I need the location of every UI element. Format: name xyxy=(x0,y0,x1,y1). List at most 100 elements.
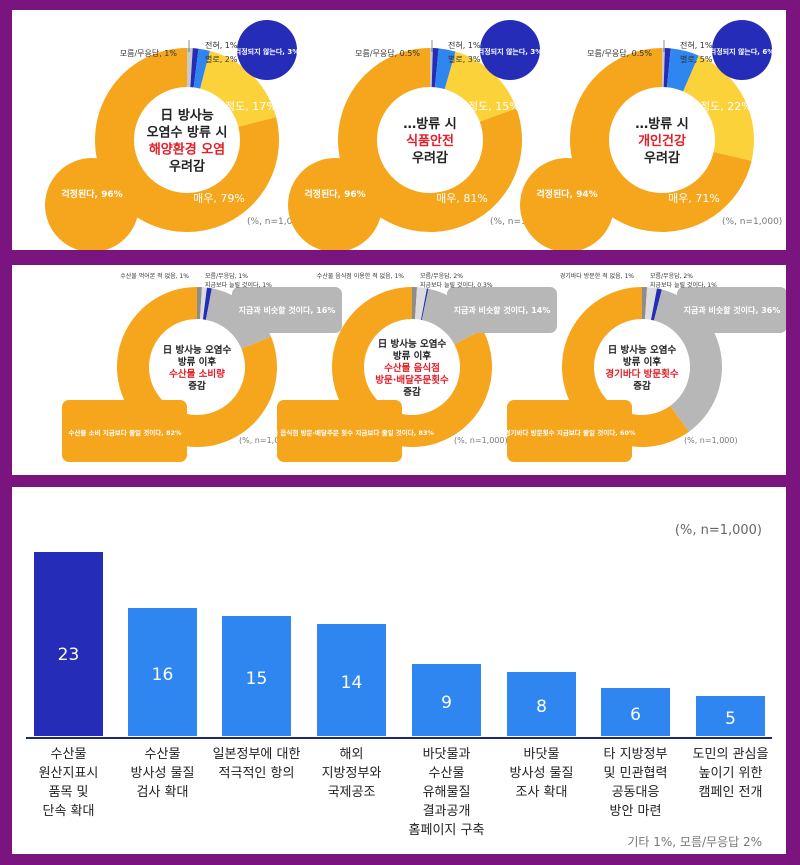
orange-callout-3 xyxy=(62,400,187,462)
center-title-4-4: 증감 xyxy=(403,386,421,398)
center-title-1-2: 우려감 xyxy=(412,150,448,166)
chart-note-3: (%, n=1,000) xyxy=(239,436,293,445)
big-bubble-text-0: 걱정된다, 96% xyxy=(61,188,122,200)
pie-slice-1-s0 xyxy=(337,48,522,233)
policy-bar-chart: 23 16 15 14 9 8 6 5 xyxy=(26,552,772,739)
center-title-0-2: 해양환경 오염 xyxy=(149,142,225,158)
pie-slice-5-more xyxy=(650,288,662,321)
bar-7 xyxy=(696,696,765,736)
pie-slice-1-s3 xyxy=(431,48,439,88)
orange-callout-text-3: 수산물 소비 지금보다 줄일 것이다, 82% xyxy=(68,428,182,437)
pie-slice-2-s0 xyxy=(570,48,752,232)
pie-slice-3-none xyxy=(197,287,202,320)
slice-label-some-1: 어느 정도, 15% xyxy=(444,100,519,113)
pie-slice-0-s4 xyxy=(187,48,193,88)
small-label-b-5: 모름/무응답, 2% xyxy=(650,273,693,280)
center-title-2-1: 개인건강 xyxy=(638,133,686,149)
pie-slice-2-s1 xyxy=(683,55,754,161)
pie-slice-0-s1 xyxy=(200,50,277,127)
gray-callout-3 xyxy=(232,287,342,333)
center-title-1-1: 식품안전 xyxy=(406,133,454,149)
pie-slice-4-more xyxy=(420,288,429,321)
center-title-1-0: …방류 시 xyxy=(403,116,456,132)
chart-note-1: (%, n=1,000) xyxy=(490,217,550,227)
bar-value-0: 23 xyxy=(58,645,80,665)
not-worried-text-1: 걱정되지 않는다, 3% xyxy=(478,47,543,56)
bar-category-label-0: 수산물 원산지표시 품목 및 단속 확대 xyxy=(38,747,99,819)
bar-value-5: 8 xyxy=(536,697,547,717)
small-label-a-5: 경기바다 방문한 적 없음, 1% xyxy=(560,272,635,280)
gray-callout-text-3: 지금과 비슷할 것이다, 16% xyxy=(239,305,336,315)
big-bubble-text-2: 걱정된다, 94% xyxy=(536,188,597,200)
bar-value-1: 16 xyxy=(152,665,174,685)
bar-value-3: 14 xyxy=(341,673,363,693)
center-title-4-3: 방문·배달주문횟수 xyxy=(375,374,449,386)
orange-callout-text-4: 수산물 취급 음식점 방문·배달주문 횟수 지금보다 줄일 것이다, 83% xyxy=(246,428,435,437)
center-title-5-2: 경기바다 방문횟수 xyxy=(605,368,678,380)
gray-callout-5 xyxy=(677,287,787,333)
pie-slice-0-s3 xyxy=(190,48,199,88)
chart-note-0: (%, n=1,000) xyxy=(247,217,307,227)
pie-slice-2-s4 xyxy=(662,48,665,88)
panel-concern: 日 방사능 오염수 방류 시 해양환경 오염 우려감 매우, 79% 어느 정도, 17%… xyxy=(12,10,786,252)
not-worried-bubble-1 xyxy=(480,20,540,80)
center-title-3-0: 日 방사능 오염수 xyxy=(163,344,232,356)
orange-callout-4 xyxy=(277,400,402,462)
pie-slice-1-s1 xyxy=(444,51,517,122)
bar-category-label-5: 바닷물 방사성 물질 조사 확대 xyxy=(509,747,574,800)
slice-label-dk-0: 모름/무응답, 1% xyxy=(120,48,178,58)
bar-category-label-7: 도민의 관심을 높이기 위한 캠페인 전개 xyxy=(692,747,769,800)
not-worried-bubble-0 xyxy=(237,20,297,80)
bar-1 xyxy=(128,608,197,736)
slice-label-none-1: 전혀, 1% xyxy=(448,40,481,50)
bar-3 xyxy=(317,624,386,736)
bar-category-label-3: 해외 지방정부와 국제공조 xyxy=(321,747,382,800)
center-title-2-2: 우려감 xyxy=(644,150,680,166)
chart-note-2: (%, n=1,000) xyxy=(722,217,782,227)
small-label-c-5: 지금보다 늘릴 것이다, 1% xyxy=(650,281,717,289)
slice-label-very-1: 매우, 81% xyxy=(436,192,488,205)
pie-slice-5-dk xyxy=(645,287,657,320)
slice-label-dk-1: 모름/무응답, 0.5% xyxy=(355,48,420,58)
center-title-0-3: 우려감 xyxy=(169,159,205,175)
small-label-c-4: 지금보다 늘릴 것이다, 0.3% xyxy=(420,281,493,289)
bar-category-label-4: 바닷물과 수산물 유해물질 결과공개 홈페이지 구축 xyxy=(408,747,485,838)
bar-value-6: 6 xyxy=(630,705,641,725)
bar-category-label-1: 수산물 방사성 물질 검사 확대 xyxy=(130,747,195,800)
slice-label-very-0: 매우, 79% xyxy=(193,192,245,205)
bar-value-7: 5 xyxy=(725,709,736,729)
bar-6 xyxy=(601,688,670,736)
slice-label-little-0: 별로, 2% xyxy=(205,54,238,64)
big-bubble-text-1: 걱정된다, 96% xyxy=(304,188,365,200)
pie-slice-1-s2 xyxy=(434,48,456,90)
bar-category-label-6: 타 지방정부 및 민관협력 공동대응 방안 마련 xyxy=(603,747,668,819)
pie-slice-2-s2 xyxy=(667,48,699,92)
small-label-a-3: 수산물 먹어본 적 없음, 1% xyxy=(120,272,189,280)
center-title-5-0: 日 방사능 오염수 xyxy=(608,344,677,356)
center-title-4-2: 수산물 음식점 xyxy=(384,362,440,374)
slice-label-little-2: 별로, 5% xyxy=(680,54,713,64)
big-bubble-0 xyxy=(45,158,139,252)
gray-callout-4 xyxy=(447,287,557,333)
pie-slice-1-s4 xyxy=(430,48,433,88)
center-title-3-2: 수산물 소비량 xyxy=(169,368,225,380)
panel-policy: (%, n=1,000) 23 16 15 14 9 8 6 5 수산물 원산지표시 품목 및… xyxy=(12,487,786,854)
small-label-b-4: 모름/무응답, 2% xyxy=(420,273,463,280)
orange-callout-5 xyxy=(507,400,632,462)
bar-4 xyxy=(412,664,481,736)
chart-note-5: (%, n=1,000) xyxy=(684,436,738,445)
bar-value-4: 9 xyxy=(441,693,452,713)
center-title-3-3: 증감 xyxy=(188,380,206,392)
slice-label-some-0: 어느 정도, 17% xyxy=(201,100,276,113)
small-label-c-3: 지금보다 늘릴 것이다, 1% xyxy=(205,281,272,289)
pie-slice-2-s3 xyxy=(663,48,671,88)
orange-callout-text-5: 경기바다 방문횟수 지금보다 줄일 것이다, 60% xyxy=(504,428,635,437)
not-worried-text-0: 걱정되지 않는다, 3% xyxy=(235,47,300,56)
slice-label-some-2: 어느 정도, 22% xyxy=(676,100,751,113)
pie-slice-3-dk xyxy=(199,287,207,320)
slice-label-very-2: 매우, 71% xyxy=(668,192,720,205)
slice-label-none-2: 전혀, 1% xyxy=(680,40,713,50)
bar-5 xyxy=(507,672,576,736)
center-title-2-0: …방류 시 xyxy=(635,116,688,132)
